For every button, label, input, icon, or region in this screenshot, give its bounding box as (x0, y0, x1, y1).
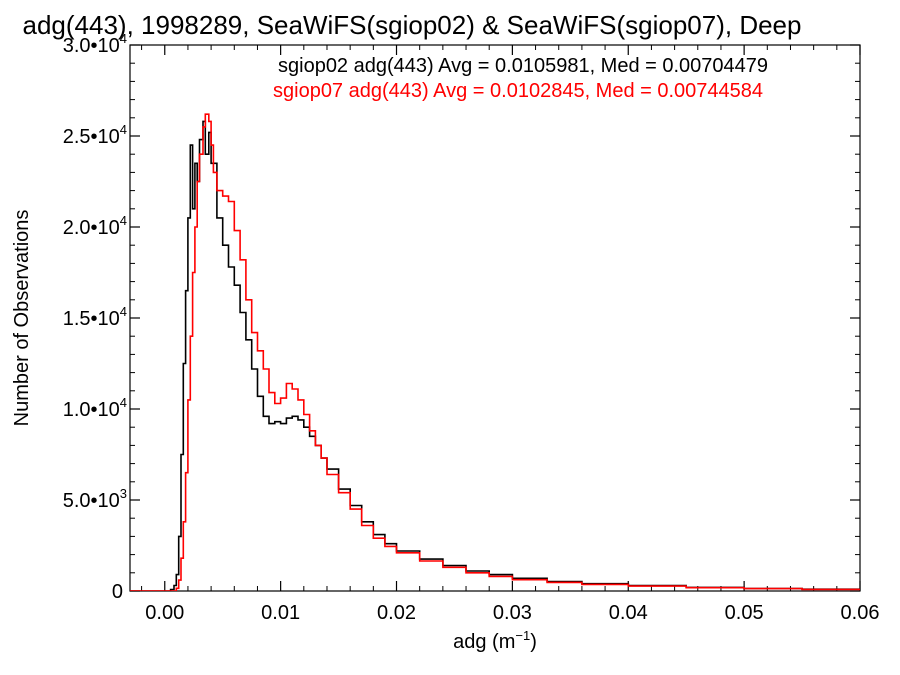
y-axis: 0 5.0•103 1.0•104 1.5•104 2.0•104 2.5•104 3.0•… (63, 31, 860, 603)
series-line-sgiop02 (130, 120, 860, 591)
x-tick-label: 0.01 (261, 602, 300, 624)
chart-title: adg(443), 1998289, SeaWiFS(sgiop02) & Se… (23, 10, 802, 40)
x-tick-label: 0.04 (609, 602, 648, 624)
legend-entry-sgiop07: sgiop07 adg(443) Avg = 0.0102845, Med = … (273, 80, 763, 102)
y-tick-label: 2.0•104 (63, 213, 127, 239)
y-axis-label: Number of Observations (11, 210, 33, 427)
x-tick-label: 0.03 (493, 602, 532, 624)
y-tick-label: 2.5•104 (63, 122, 127, 148)
x-tick-label: 0.02 (377, 602, 416, 624)
legend-entry-sgiop02: sgiop02 adg(443) Avg = 0.0105981, Med = … (278, 55, 768, 77)
x-tick-label: 0.00 (145, 602, 184, 624)
y-tick-label: 1.0•104 (63, 395, 127, 421)
series-line-sgiop07 (130, 113, 860, 591)
y-tick-label: 3.0•104 (63, 31, 127, 57)
y-tick-label: 5.0•103 (63, 486, 127, 512)
x-axis-label: adg (m−1) (453, 628, 537, 653)
x-axis: 0.00 0.01 0.02 0.03 0.04 0.05 0.06 (141, 45, 880, 624)
series-layer (130, 113, 860, 591)
y-tick-label: 1.5•104 (63, 304, 127, 330)
y-tick-label: 0 (112, 581, 123, 603)
plot-frame (129, 44, 861, 592)
x-tick-label: 0.06 (841, 602, 880, 624)
x-tick-label: 0.05 (725, 602, 764, 624)
